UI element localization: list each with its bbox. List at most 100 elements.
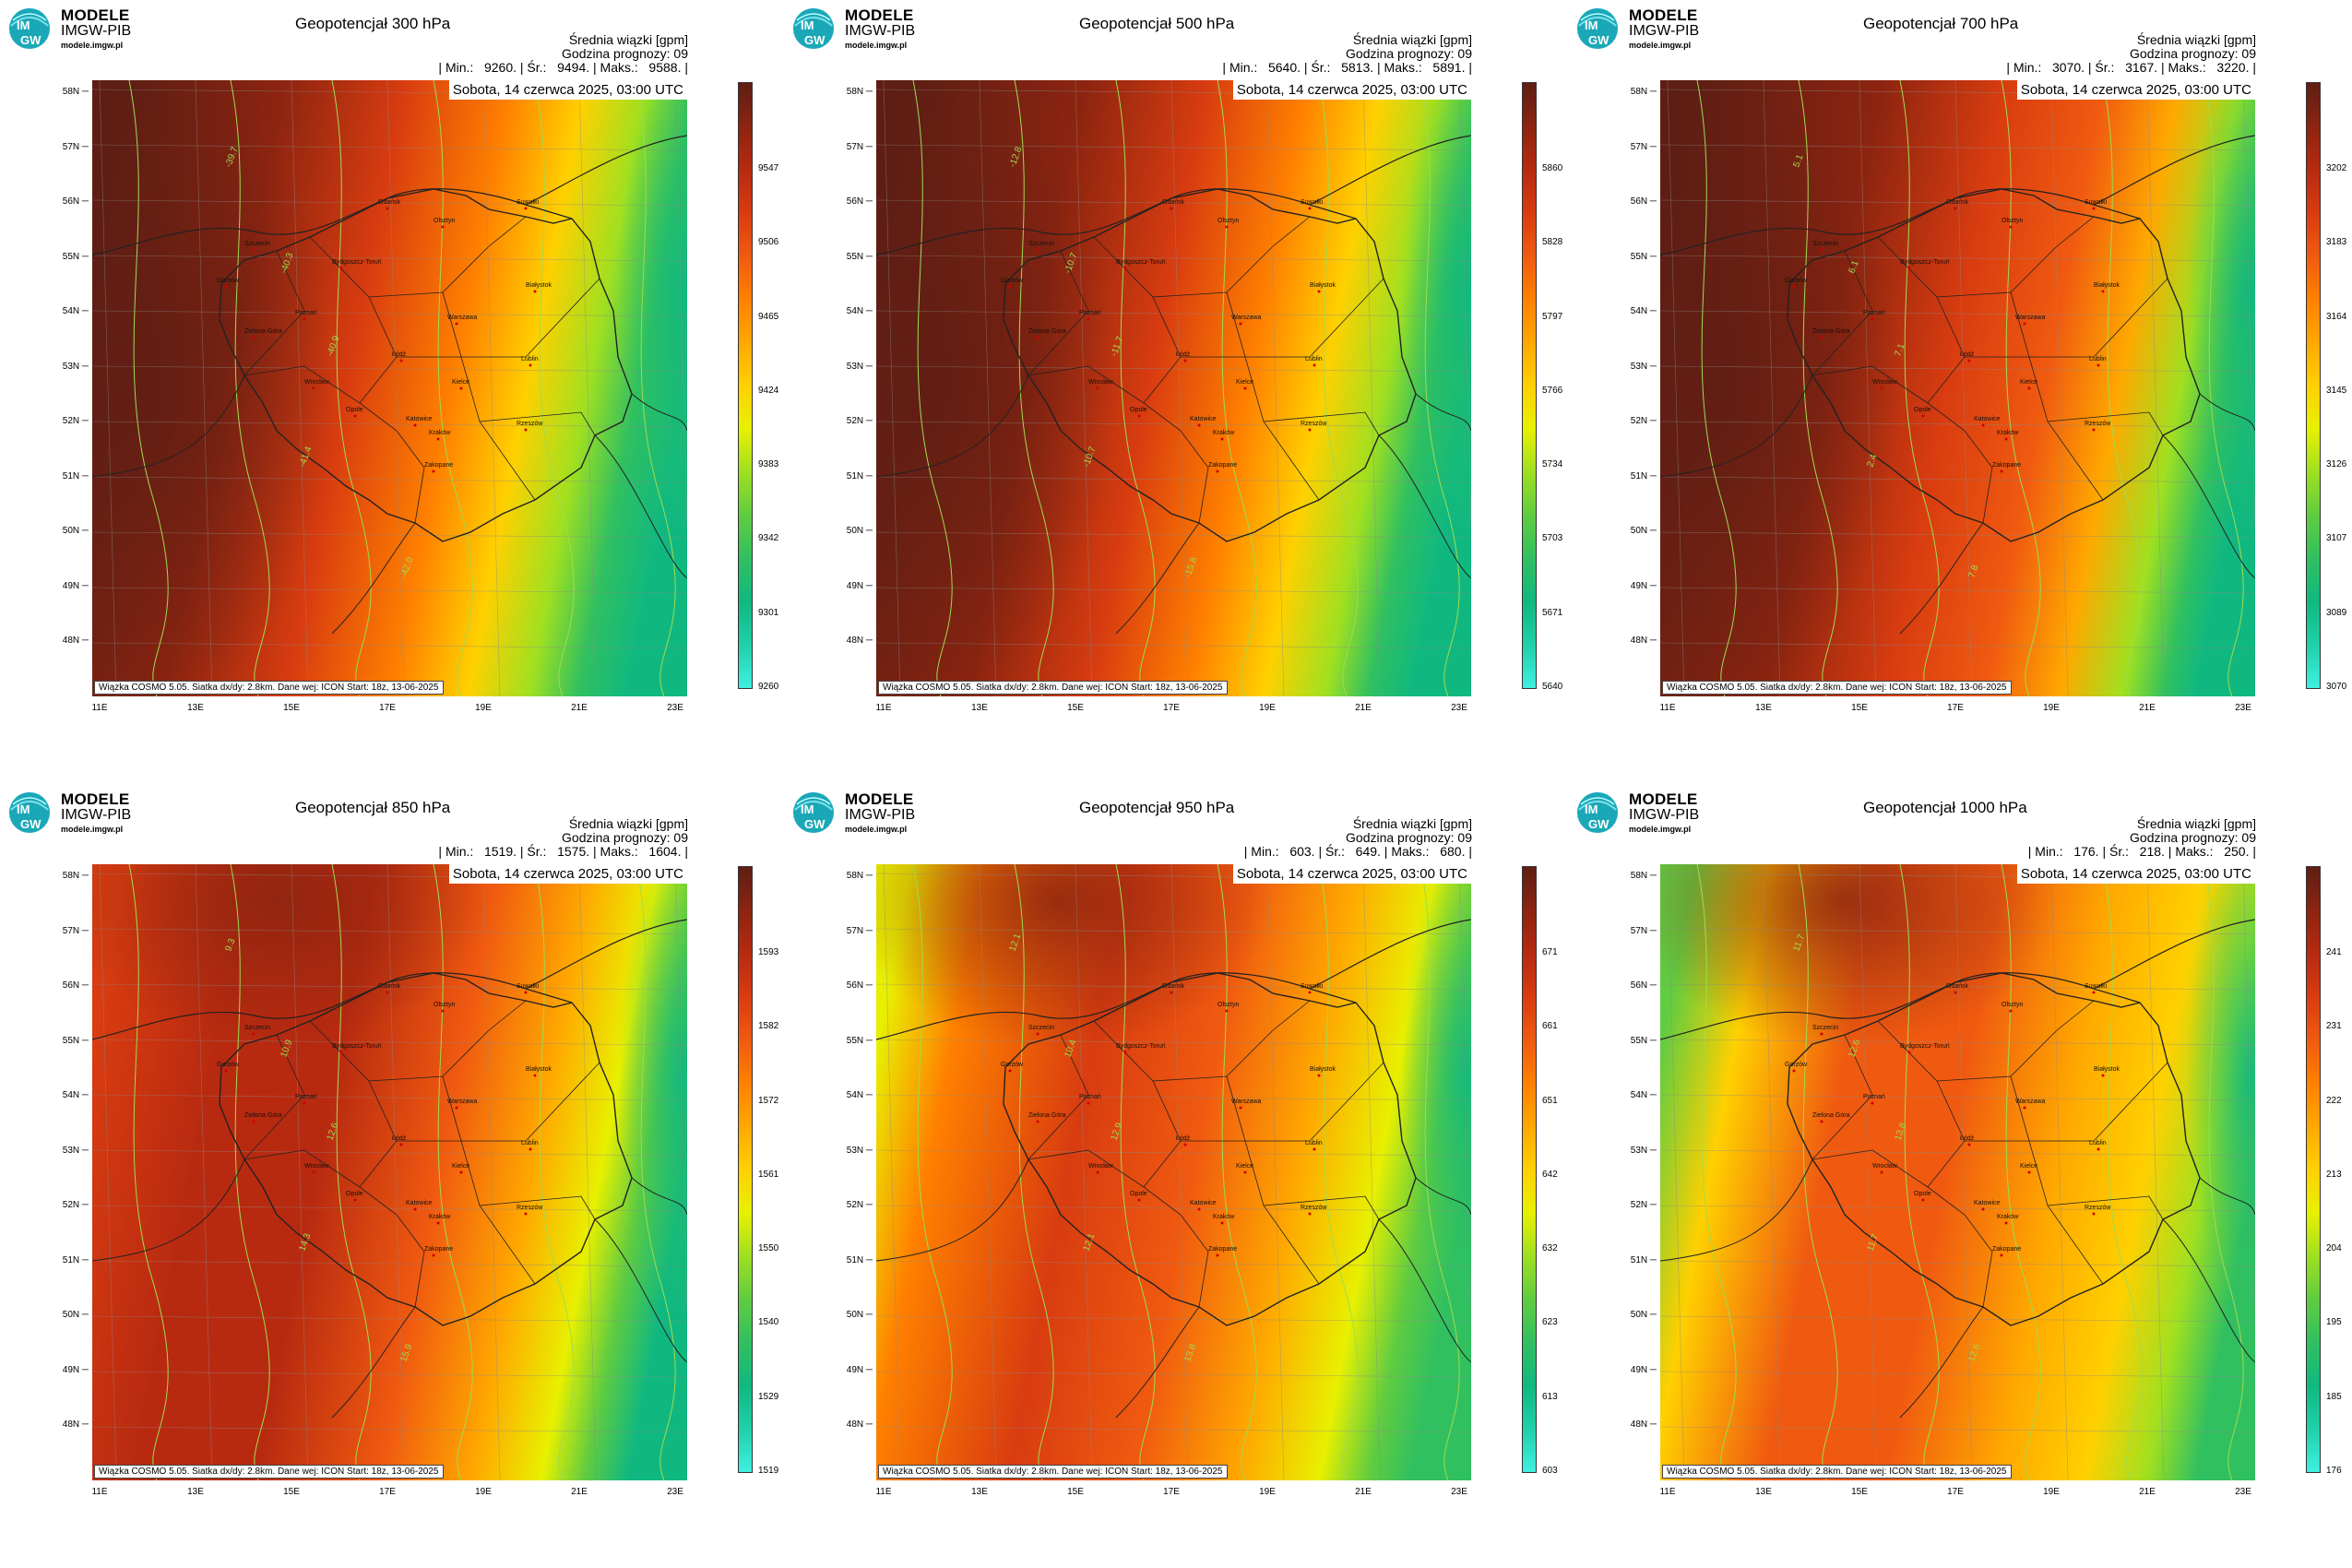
city-marker <box>1087 1101 1090 1105</box>
city-label: Poznań <box>1863 310 1885 316</box>
city-label: Białystok <box>2094 282 2120 289</box>
logo-line2: IMGW-PIB <box>845 22 916 39</box>
city-label: Szczecin <box>1812 241 1839 247</box>
city-marker <box>1008 1069 1012 1073</box>
graticule-lon <box>1954 864 1973 1480</box>
lat-tick-label: 57N ─ <box>846 925 873 936</box>
colorbar-tick-label: 5671 <box>1542 607 1563 618</box>
colorbar-tick-label: 613 <box>1542 1391 1558 1402</box>
panel-title: Geopotencjał 1000 hPa <box>1863 799 2027 816</box>
lon-tick-label: 23E <box>1451 1487 1467 1497</box>
graticule-lon <box>578 80 597 696</box>
city-label: Katowice <box>1974 416 2001 422</box>
city-label: Zielona Góra <box>1028 328 1066 335</box>
colorbar-tick-label: 1561 <box>758 1169 779 1180</box>
voivodeship-border <box>244 250 305 376</box>
city-label: Gorzów <box>1001 278 1024 284</box>
graticule-lon <box>1266 80 1285 696</box>
field-minimum <box>618 80 687 532</box>
logo-line2: IMGW-PIB <box>845 806 916 823</box>
lat-tick-label: 51N ─ <box>846 1254 873 1265</box>
graticule-lon <box>1362 864 1381 1480</box>
city-marker <box>252 1032 255 1036</box>
city-label: Łódź <box>1960 351 1975 358</box>
graticule-lon <box>2050 864 2069 1480</box>
imgw-logo: IM GW <box>1575 7 1621 50</box>
graticule-lon <box>2146 80 2165 696</box>
graticule-lat <box>1660 587 2255 594</box>
city-label: Wrocław <box>1088 1163 1113 1170</box>
city-marker <box>436 1221 440 1225</box>
lon-tick-label: 11E <box>91 1487 108 1497</box>
contour-line <box>1420 864 1460 1480</box>
graticule-lat <box>1660 1149 2255 1157</box>
logo-url: modele.imgw.pl <box>845 40 908 50</box>
panel-title: Geopotencjał 300 hPa <box>295 15 451 32</box>
colorbar <box>738 82 753 689</box>
city-marker <box>1096 386 1099 390</box>
city-marker <box>2023 1106 2026 1110</box>
lon-tick-label: 15E <box>283 703 300 713</box>
city-label: Suwałki <box>1301 983 1324 990</box>
voivodeship-border <box>1143 1186 1209 1308</box>
city-label: Lublin <box>1305 356 1323 362</box>
lon-tick-label: 21E <box>571 703 588 713</box>
contour-line <box>2102 864 2143 1480</box>
graticule-lon <box>1859 864 1877 1480</box>
city-label: Gorzów <box>1785 1062 1808 1068</box>
panel-title: Geopotencjał 500 hPa <box>1079 15 1235 32</box>
map-panel: IM GW MODELE IMGW-PIB modele.imgw.pl Geopoten… <box>1568 784 2342 1540</box>
graticule-lon <box>2242 80 2255 536</box>
city-label: Kraków <box>429 430 451 436</box>
lat-tick-label: 58N ─ <box>62 871 89 881</box>
city-marker <box>252 336 255 339</box>
coastline <box>92 919 687 1040</box>
map-svg: -12.8-10.7-11.7-10.7-15.8 <box>876 80 1471 696</box>
colorbar-tick-label: 185 <box>2326 1391 2342 1402</box>
city-label: Kraków <box>1213 1214 1235 1220</box>
voivodeship-border <box>1093 236 1182 404</box>
graticule-lon <box>979 864 997 1480</box>
lon-tick-label: 13E <box>971 1487 988 1497</box>
lat-tick-label: 57N ─ <box>62 925 89 936</box>
voivodeship-border <box>1226 1062 1384 1142</box>
lon-tick-label: 23E <box>2235 1487 2251 1497</box>
colorbar-tick-label: 642 <box>1542 1169 1558 1180</box>
city-label: Szczecin <box>244 241 271 247</box>
city-label: Warszawa <box>1231 1099 1262 1105</box>
lon-tick-label: 17E <box>1947 1487 1964 1497</box>
contour-line <box>1420 80 1460 696</box>
logo-text: MODELE IMGW-PIB modele.imgw.pl <box>845 7 915 50</box>
graticule-lat <box>876 310 1471 317</box>
city-label: Gorzów <box>1001 1062 1024 1068</box>
voivodeship-border <box>1936 1000 2095 1082</box>
logo-line1: MODELE <box>61 6 130 24</box>
map-area: 12.1 10.4 12.9 12.1 13.8 Gdańsk Olsztyn Suwałki… <box>876 864 1471 1480</box>
city-marker <box>1137 1198 1141 1202</box>
lat-tick-label: 58N ─ <box>846 871 873 881</box>
colorbar-tick-label: 5797 <box>1542 311 1563 322</box>
map-svg: -39.7-40.3-40.9-41.4-42.0 <box>92 80 687 696</box>
lat-tick-label: 48N ─ <box>1630 1420 1657 1430</box>
field-maximum <box>876 864 1273 1049</box>
graticule-lat <box>92 1315 687 1323</box>
contour-line <box>534 864 575 1480</box>
city-label: Olsztyn <box>1218 218 1240 224</box>
colorbar-tick-label: 1529 <box>758 1391 779 1402</box>
city-marker <box>1907 1051 1911 1054</box>
lat-tick-label: 48N ─ <box>846 636 873 646</box>
logo-url: modele.imgw.pl <box>61 824 124 834</box>
voivodeship-border <box>244 365 361 404</box>
city-label: Olsztyn <box>434 218 456 224</box>
city-label: Białystok <box>526 1066 552 1073</box>
voivodeship-border <box>1927 1186 1993 1308</box>
city-marker <box>2101 290 2105 293</box>
lat-tick-label: 50N ─ <box>1630 1310 1657 1320</box>
lat-tick-label: 48N ─ <box>62 1420 89 1430</box>
city-marker <box>1820 336 1823 339</box>
graticule-lat <box>1660 365 2255 373</box>
graticule-lat <box>92 1260 687 1267</box>
lat-tick-label: 56N ─ <box>846 980 873 991</box>
city-label: Rzeszów <box>1301 421 1327 427</box>
contour-line <box>331 80 372 696</box>
